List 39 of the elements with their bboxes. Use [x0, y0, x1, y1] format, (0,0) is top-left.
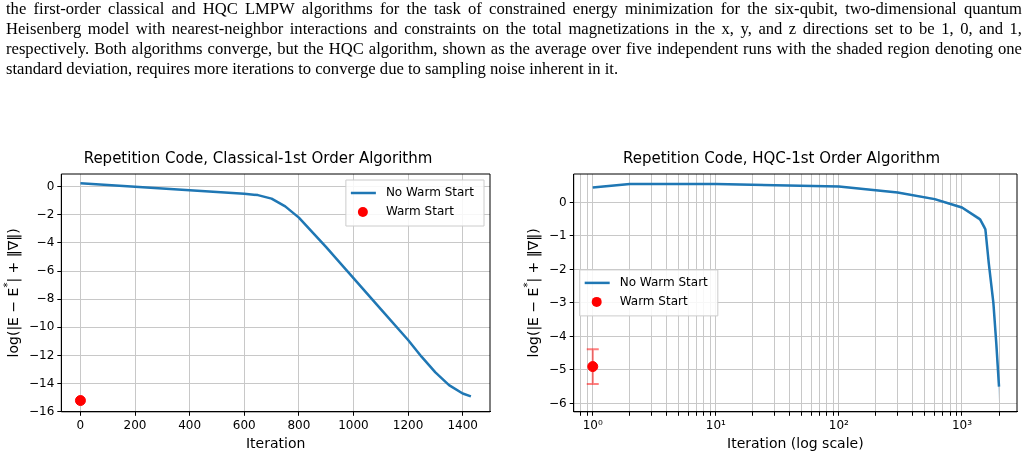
- y-tick-label: −14: [29, 375, 55, 390]
- x-tick-label: 10²: [828, 418, 850, 433]
- legend-label: Warm Start: [619, 294, 688, 309]
- y-tick-label: −2: [548, 261, 567, 276]
- x-tick-label: 1200: [392, 418, 424, 433]
- y-tick-label: −10: [29, 319, 55, 334]
- legend-label: No Warm Start: [619, 275, 709, 290]
- x-tick-label: 10³: [951, 418, 973, 433]
- y-tick-label: −4: [36, 235, 55, 250]
- x-tick-label: 200: [123, 418, 147, 433]
- x-tick-label: 600: [232, 418, 256, 433]
- y-tick-label: −12: [29, 347, 55, 362]
- x-tick-label: 1400: [447, 418, 478, 433]
- y-tick-label: −16: [29, 403, 55, 418]
- x-tick-label: 400: [178, 418, 202, 433]
- text: the first-order classical and HQC LMPW algorithms for the task of constrained energy minimization for the six-qubit, two-dimensional quantum Heisenberg model with nearest-neighbor interactions and constraints on the total magnetizations in the x, y, and z directions set to be 1, 0, and 1, respectively. Both algorithms converge, but the HQC algorithm, shown as the average over five independent runs with the shaded region denoting one standard deviation, requires more iterations to converge due to sampling noise inherent in it.: [6, 0, 1022, 79]
- x-tick-label: 0: [76, 418, 85, 433]
- chart-title: Repetition Code, Classical-1st Order Algorithm: [83, 148, 433, 167]
- x-tick-label: 10¹: [705, 418, 727, 433]
- legend-label: No Warm Start: [385, 185, 475, 200]
- legend-label: Warm Start: [385, 204, 455, 219]
- chart-title: Repetition Code, HQC-1st Order Algorithm: [622, 148, 941, 167]
- y-axis-title: log(|E − E*| + ‖∇‖): [1, 228, 22, 358]
- y-tick-label: −1: [548, 228, 567, 243]
- x-axis-title: Iteration (log scale): [727, 435, 864, 452]
- x-tick-label: 1000: [338, 418, 369, 433]
- x-tick-label: 10⁰: [582, 418, 603, 433]
- y-tick-label: −8: [36, 291, 55, 306]
- y-tick-label: −6: [36, 263, 55, 278]
- x-axis-title: Iteration: [245, 435, 306, 452]
- y-tick-label: −5: [548, 362, 567, 377]
- y-axis-title: log(|E − E*| + ‖∇‖): [521, 228, 542, 358]
- y-tick-label: 0: [559, 194, 567, 209]
- y-tick-label: −3: [548, 295, 567, 310]
- y-tick-label: −6: [548, 395, 567, 410]
- x-tick-label: 800: [287, 418, 311, 433]
- y-tick-label: 0: [46, 178, 55, 193]
- y-tick-label: −4: [548, 328, 567, 343]
- y-tick-label: −2: [36, 206, 55, 221]
